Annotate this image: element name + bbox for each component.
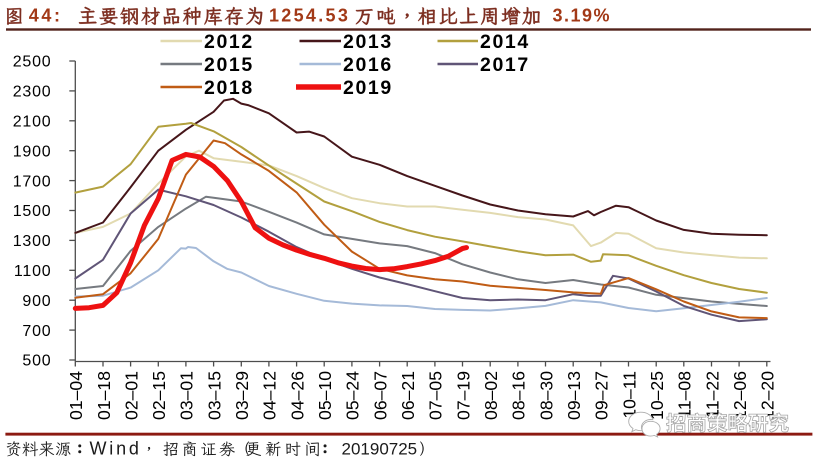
svg-text:2015: 2015 — [204, 54, 254, 76]
svg-text:1300: 1300 — [13, 233, 52, 250]
svg-text:2019: 2019 — [343, 77, 393, 99]
svg-text:07–05: 07–05 — [426, 371, 446, 420]
svg-text:44:: 44: — [29, 5, 63, 25]
svg-text:07–19: 07–19 — [453, 371, 473, 420]
svg-text:2014: 2014 — [480, 31, 530, 53]
svg-text:2300: 2300 — [13, 84, 52, 101]
svg-text:09–13: 09–13 — [564, 371, 584, 420]
svg-text:10–11: 10–11 — [619, 371, 639, 419]
svg-text:02–01: 02–01 — [121, 371, 141, 420]
svg-text:04–26: 04–26 — [287, 371, 307, 420]
svg-text:1254.53: 1254.53 — [269, 5, 350, 25]
svg-text:12–20: 12–20 — [758, 371, 778, 420]
svg-text:08–30: 08–30 — [536, 371, 556, 420]
svg-text:08–02: 08–02 — [481, 371, 501, 420]
svg-text:2012: 2012 — [204, 31, 254, 53]
svg-text:06–21: 06–21 — [398, 371, 418, 420]
svg-text:02–15: 02–15 — [149, 371, 169, 420]
svg-text:1700: 1700 — [13, 173, 52, 190]
svg-text:03–01: 03–01 — [177, 371, 197, 420]
svg-text:09–27: 09–27 — [592, 371, 612, 420]
svg-text:1500: 1500 — [13, 203, 52, 220]
svg-text:2013: 2013 — [343, 31, 393, 53]
svg-text:2017: 2017 — [480, 54, 530, 76]
svg-text:04–12: 04–12 — [260, 371, 280, 420]
svg-text:2100: 2100 — [13, 114, 52, 131]
svg-text:01–18: 01–18 — [94, 371, 114, 420]
svg-text:900: 900 — [22, 293, 51, 310]
svg-text:05–10: 05–10 — [315, 371, 335, 420]
svg-text:2500: 2500 — [13, 54, 52, 71]
svg-text:2018: 2018 — [204, 77, 254, 99]
svg-text:01–04: 01–04 — [66, 371, 86, 420]
svg-text:2016: 2016 — [343, 54, 393, 76]
svg-text:06–07: 06–07 — [370, 371, 390, 420]
svg-text:03–15: 03–15 — [204, 371, 224, 420]
svg-text:05–24: 05–24 — [343, 371, 363, 420]
svg-text:1900: 1900 — [13, 143, 52, 160]
svg-text:Wind: Wind — [90, 439, 142, 459]
svg-text:3.19%: 3.19% — [553, 5, 612, 25]
svg-text:500: 500 — [22, 353, 51, 370]
svg-text:03–29: 03–29 — [232, 371, 252, 420]
svg-text:10–25: 10–25 — [647, 371, 667, 420]
svg-text:1100: 1100 — [14, 263, 52, 280]
svg-text:11–22: 11–22 — [702, 371, 722, 419]
svg-text:12–06: 12–06 — [730, 371, 750, 420]
svg-text:20190725: 20190725 — [342, 440, 418, 459]
svg-text:08–16: 08–16 — [509, 371, 529, 420]
svg-text:11–08: 11–08 — [675, 371, 695, 419]
svg-text:700: 700 — [22, 323, 51, 340]
